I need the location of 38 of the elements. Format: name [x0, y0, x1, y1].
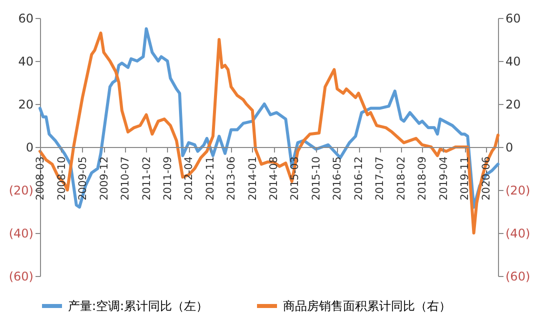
x-tick-label: 2009-12	[98, 156, 110, 200]
x-tick-label: 2020-06	[480, 156, 492, 200]
x-tick-label: 2011-09	[162, 156, 174, 200]
y-tick-label: 40	[18, 54, 34, 68]
x-tick-label: 2014-01	[246, 156, 259, 200]
x-tick-label: 2012-11	[204, 156, 216, 200]
y-tick-label: (40)	[8, 226, 34, 240]
y2-tick-label: 0	[506, 140, 514, 154]
x-tick-label: 2018-09	[416, 156, 429, 200]
x-tick-label: 2016-05	[332, 156, 344, 200]
x-tick-label: 2012-04	[183, 156, 196, 200]
y-tick-label: 20	[18, 98, 34, 112]
x-tick-label: 2015-10	[310, 156, 322, 200]
y-tick-label: (20)	[8, 184, 34, 198]
y2-tick-label: (40)	[506, 226, 530, 240]
x-tick-label: 2015-03	[289, 156, 302, 200]
x-tick-label: 2019-04	[438, 156, 450, 200]
y-tick-label: 60	[18, 12, 34, 26]
y-tick-label: (60)	[8, 270, 34, 284]
x-tick-label: 2017-07	[374, 156, 386, 200]
x-tick-label: 2010-07	[119, 156, 132, 200]
y2-tick-label: (60)	[506, 270, 530, 284]
x-tick-label: 2008-10	[56, 156, 68, 200]
y-tick-label: 0	[26, 140, 34, 154]
x-tick-label: 2008-03	[34, 156, 46, 200]
x-tick-label: 2013-06	[226, 156, 238, 200]
y2-tick-label: 20	[506, 98, 521, 112]
x-tick-label: 2016-12	[353, 156, 366, 200]
x-tick-label: 2014-08	[268, 156, 280, 200]
x-tick-label: 2011-02	[140, 156, 153, 200]
x-tick-label: 2018-02	[396, 156, 408, 200]
y2-tick-label: 40	[506, 54, 521, 68]
legend-label: 产量:空调:累计同比（左）	[68, 299, 208, 313]
legend-label: 商品房销售面积累计同比（右）	[283, 299, 451, 313]
y2-tick-label: 60	[506, 12, 521, 26]
x-tick-label: 2009-05	[76, 156, 89, 200]
y2-tick-label: (20)	[506, 184, 530, 198]
x-tick-label: 2019-11	[459, 156, 472, 200]
